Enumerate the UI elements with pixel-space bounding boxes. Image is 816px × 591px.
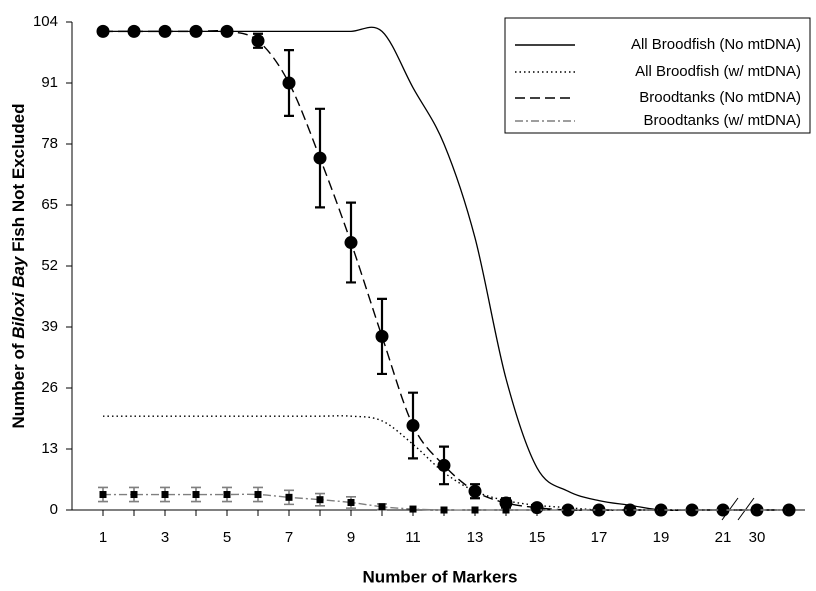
point xyxy=(564,506,572,514)
point xyxy=(189,24,203,38)
point xyxy=(220,24,234,38)
y-title-part: Number of xyxy=(9,339,28,429)
x-tick-label: 7 xyxy=(285,529,293,546)
point xyxy=(251,34,265,48)
y-tick-label: 39 xyxy=(41,318,58,335)
point xyxy=(785,506,793,514)
point xyxy=(158,24,172,38)
point xyxy=(406,419,420,433)
axis-break xyxy=(721,497,739,521)
y-title-part: Biloxi Bay xyxy=(9,255,28,339)
x-tick-label: 21 xyxy=(715,529,732,546)
point xyxy=(285,493,293,501)
point xyxy=(375,329,389,343)
point xyxy=(378,503,386,511)
point xyxy=(626,506,634,514)
point xyxy=(316,496,324,504)
point xyxy=(440,506,448,514)
point xyxy=(502,506,510,514)
x-tick-label: 9 xyxy=(347,529,355,546)
point xyxy=(347,498,355,506)
x-tick-label: 11 xyxy=(405,529,421,546)
point xyxy=(409,505,417,513)
axis-break xyxy=(737,497,755,521)
point xyxy=(499,496,513,510)
y-tick-label: 13 xyxy=(41,440,58,457)
y-tick-label: 65 xyxy=(41,196,58,213)
legend-label: All Broodfish (No mtDNA) xyxy=(631,36,801,53)
y-title-part: Fish Not Excluded xyxy=(9,104,28,257)
x-tick-label: 1 xyxy=(99,529,107,546)
y-tick-label: 91 xyxy=(41,74,58,91)
legend-label: All Broodfish (w/ mtDNA) xyxy=(635,63,801,80)
point xyxy=(657,506,665,514)
point xyxy=(130,491,138,499)
y-axis-title: Number of Biloxi Bay Fish Not Excluded xyxy=(9,104,28,429)
legend-box xyxy=(504,17,811,134)
point xyxy=(99,491,107,499)
y-tick-label: 104 xyxy=(33,13,58,30)
y-tick-label: 78 xyxy=(41,135,58,152)
point xyxy=(533,506,541,514)
point xyxy=(313,151,327,165)
point xyxy=(127,24,141,38)
point xyxy=(719,506,727,514)
point xyxy=(282,76,296,90)
x-tick-label: 19 xyxy=(653,529,670,546)
y-tick-label: 26 xyxy=(41,379,58,396)
x-tick-label: 3 xyxy=(161,529,169,546)
x-tick-label: 17 xyxy=(591,529,608,546)
legend-label: Broodtanks (No mtDNA) xyxy=(639,89,801,106)
point xyxy=(595,506,603,514)
legend-label: Broodtanks (w/ mtDNA) xyxy=(643,112,801,129)
x-tick-label: 30 xyxy=(749,529,766,546)
point xyxy=(753,506,761,514)
point xyxy=(161,491,169,499)
point xyxy=(223,491,231,499)
y-tick-label: 52 xyxy=(41,257,58,274)
point xyxy=(468,484,482,498)
point xyxy=(344,236,358,250)
x-axis-title: Number of Markers xyxy=(363,567,518,586)
point xyxy=(471,506,479,514)
point xyxy=(192,491,200,499)
x-tick-label: 15 xyxy=(529,529,546,546)
point xyxy=(96,24,110,38)
point xyxy=(254,491,262,499)
point xyxy=(437,458,451,472)
y-tick-label: 0 xyxy=(50,501,58,518)
point xyxy=(688,506,696,514)
x-tick-label: 13 xyxy=(467,529,484,546)
x-tick-label: 5 xyxy=(223,529,231,546)
